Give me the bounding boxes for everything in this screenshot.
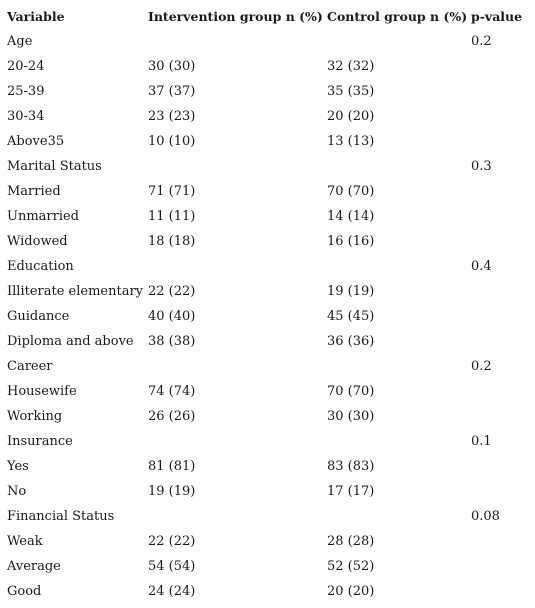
p-value-cell: 0.3	[471, 159, 492, 174]
control-cell: 32 (32)	[327, 59, 375, 74]
variable-cell: Widowed	[7, 234, 68, 249]
header-p-value: p-value	[471, 9, 523, 24]
header-intervention-group: Intervention group n (%)	[148, 9, 323, 24]
variable-cell: Education	[7, 259, 74, 274]
intervention-cell: 37 (37)	[148, 84, 196, 99]
table-row: 20-24 30 (30) 32 (32)	[0, 54, 535, 79]
table-row: 25-39 37 (37) 35 (35)	[0, 79, 535, 104]
variable-cell: No	[7, 484, 27, 499]
table-row: Weak 22 (22) 28 (28)	[0, 529, 535, 554]
control-cell: 13 (13)	[327, 134, 375, 149]
variable-cell: Working	[7, 409, 63, 424]
table-row: Education 0.4	[0, 254, 535, 279]
control-cell: 14 (14)	[327, 209, 375, 224]
intervention-cell: 81 (81)	[148, 459, 196, 474]
table-row: Good 24 (24) 20 (20)	[0, 579, 535, 604]
control-cell: 20 (20)	[327, 109, 375, 124]
variable-cell: 20-24	[7, 59, 45, 74]
table-row: Illiterate elementary 22 (22) 19 (19)	[0, 279, 535, 304]
control-cell: 16 (16)	[327, 234, 375, 249]
intervention-cell: 19 (19)	[148, 484, 196, 499]
variable-cell: Illiterate elementary	[7, 284, 144, 299]
table-row: Diploma and above 38 (38) 36 (36)	[0, 329, 535, 354]
table-row: Age 0.2	[0, 29, 535, 54]
variable-cell: Married	[7, 184, 61, 199]
header-control-group: Control group n (%)	[327, 9, 468, 24]
control-cell: 19 (19)	[327, 284, 375, 299]
variable-cell: 30-34	[7, 109, 45, 124]
variable-cell: Guidance	[7, 309, 70, 324]
intervention-cell: 22 (22)	[148, 284, 196, 299]
table-header-row: Variable Intervention group n (%) Contro…	[0, 4, 535, 29]
p-value-cell: 0.4	[471, 259, 492, 274]
table-row: Marital Status 0.3	[0, 154, 535, 179]
control-cell: 36 (36)	[327, 334, 375, 349]
variable-cell: Financial Status	[7, 509, 115, 524]
intervention-cell: 18 (18)	[148, 234, 196, 249]
control-cell: 28 (28)	[327, 534, 375, 549]
control-cell: 83 (83)	[327, 459, 375, 474]
table-row: No 19 (19) 17 (17)	[0, 479, 535, 504]
variable-cell: Diploma and above	[7, 334, 134, 349]
header-variable: Variable	[7, 9, 65, 24]
variable-cell: Average	[7, 559, 61, 574]
table-row: Above35 10 (10) 13 (13)	[0, 129, 535, 154]
table-row: Guidance 40 (40) 45 (45)	[0, 304, 535, 329]
table-row: Financial Status 0.08	[0, 504, 535, 529]
p-value-cell: 0.08	[471, 509, 500, 524]
intervention-cell: 74 (74)	[148, 384, 196, 399]
intervention-cell: 26 (26)	[148, 409, 196, 424]
control-cell: 70 (70)	[327, 184, 375, 199]
table-row: Unmarried 11 (11) 14 (14)	[0, 204, 535, 229]
p-value-cell: 0.2	[471, 359, 492, 374]
intervention-cell: 11 (11)	[148, 209, 196, 224]
p-value-cell: 0.2	[471, 34, 492, 49]
intervention-cell: 71 (71)	[148, 184, 196, 199]
variable-cell: Marital Status	[7, 159, 102, 174]
table-row: Working 26 (26) 30 (30)	[0, 404, 535, 429]
control-cell: 30 (30)	[327, 409, 375, 424]
variable-cell: Yes	[7, 459, 29, 474]
table-row: Yes 81 (81) 83 (83)	[0, 454, 535, 479]
table-row: 30-34 23 (23) 20 (20)	[0, 104, 535, 129]
control-cell: 35 (35)	[327, 84, 375, 99]
intervention-cell: 38 (38)	[148, 334, 196, 349]
intervention-cell: 24 (24)	[148, 584, 196, 599]
p-value-cell: 0.1	[471, 434, 492, 449]
intervention-cell: 10 (10)	[148, 134, 196, 149]
variable-cell: Weak	[7, 534, 43, 549]
table-row: Insurance 0.1	[0, 429, 535, 454]
intervention-cell: 40 (40)	[148, 309, 196, 324]
intervention-cell: 23 (23)	[148, 109, 196, 124]
variable-cell: Above35	[7, 134, 65, 149]
intervention-cell: 30 (30)	[148, 59, 196, 74]
control-cell: 17 (17)	[327, 484, 375, 499]
control-cell: 45 (45)	[327, 309, 375, 324]
variable-cell: 25-39	[7, 84, 45, 99]
table-row: Career 0.2	[0, 354, 535, 379]
variable-cell: Good	[7, 584, 42, 599]
table-row: Average 54 (54) 52 (52)	[0, 554, 535, 579]
intervention-cell: 54 (54)	[148, 559, 196, 574]
table-row: Housewife 74 (74) 70 (70)	[0, 379, 535, 404]
variable-cell: Age	[7, 34, 33, 49]
variable-cell: Housewife	[7, 384, 77, 399]
variable-cell: Insurance	[7, 434, 73, 449]
table-row: Widowed 18 (18) 16 (16)	[0, 229, 535, 254]
control-cell: 20 (20)	[327, 584, 375, 599]
control-cell: 52 (52)	[327, 559, 375, 574]
variable-cell: Career	[7, 359, 53, 374]
variable-cell: Unmarried	[7, 209, 80, 224]
table-row: Married 71 (71) 70 (70)	[0, 179, 535, 204]
intervention-cell: 22 (22)	[148, 534, 196, 549]
control-cell: 70 (70)	[327, 384, 375, 399]
